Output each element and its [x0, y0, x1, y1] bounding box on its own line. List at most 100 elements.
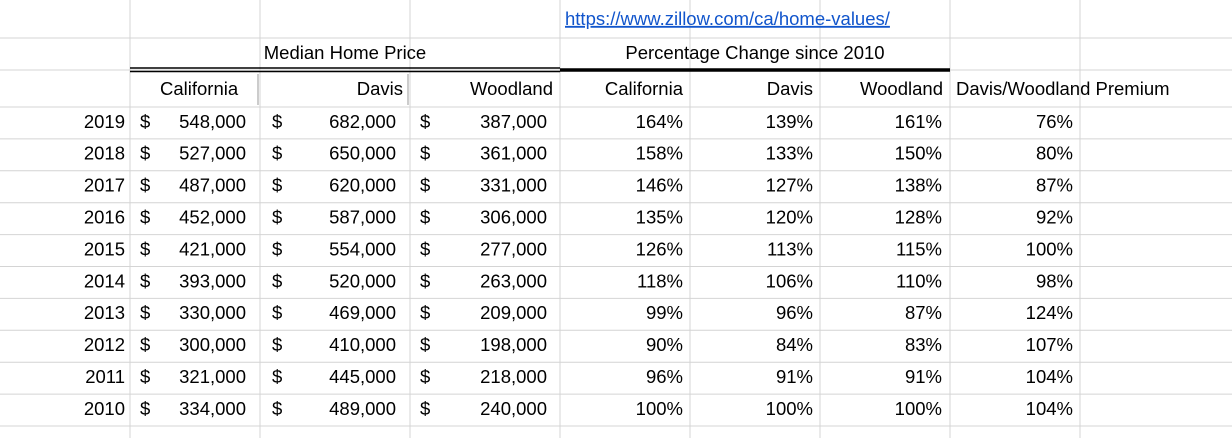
price-cell: 209,000	[480, 302, 547, 323]
percent-cell: 83%	[905, 334, 942, 355]
percent-cell: 150%	[895, 143, 942, 164]
price-cell: 587,000	[329, 207, 396, 228]
source-link[interactable]: https://www.zillow.com/ca/home-values/	[565, 8, 891, 29]
price-cell: 445,000	[329, 366, 396, 387]
percent-cell: 87%	[1036, 175, 1073, 196]
percent-cell: 110%	[896, 270, 942, 291]
percent-cell: 138%	[895, 175, 942, 196]
price-cell: 306,000	[480, 207, 547, 228]
currency-symbol: $	[420, 270, 430, 291]
percent-cell: 87%	[905, 302, 942, 323]
price-cell: 263,000	[480, 270, 547, 291]
column-header: California	[160, 78, 239, 99]
percent-cell: 100%	[766, 398, 813, 419]
price-cell: 554,000	[329, 238, 396, 259]
currency-symbol: $	[140, 334, 150, 355]
percent-cell: 135%	[636, 207, 683, 228]
percent-cell: 91%	[905, 366, 942, 387]
currency-symbol: $	[272, 238, 282, 259]
price-cell: 277,000	[480, 238, 547, 259]
currency-symbol: $	[272, 366, 282, 387]
percent-cell: 124%	[1026, 302, 1073, 323]
column-header: Woodland	[860, 78, 943, 99]
column-header: California	[605, 78, 684, 99]
price-cell: 650,000	[329, 143, 396, 164]
price-cell: 469,000	[329, 302, 396, 323]
year-cell: 2017	[84, 175, 125, 196]
percent-cell: 99%	[646, 302, 683, 323]
percent-cell: 113%	[767, 238, 813, 259]
price-cell: 520,000	[329, 270, 396, 291]
price-cell: 218,000	[480, 366, 547, 387]
year-cell: 2016	[84, 207, 125, 228]
percent-cell: 80%	[1036, 143, 1073, 164]
currency-symbol: $	[140, 270, 150, 291]
percent-cell: 126%	[636, 238, 683, 259]
percent-cell: 96%	[646, 366, 683, 387]
currency-symbol: $	[272, 270, 282, 291]
currency-symbol: $	[420, 334, 430, 355]
percent-cell: 76%	[1036, 111, 1073, 132]
percent-cell: 107%	[1026, 334, 1073, 355]
currency-symbol: $	[140, 207, 150, 228]
percent-cell: 98%	[1036, 270, 1073, 291]
column-header: Davis	[767, 78, 813, 99]
price-cell: 489,000	[329, 398, 396, 419]
price-cell: 387,000	[480, 111, 547, 132]
currency-symbol: $	[140, 143, 150, 164]
price-cell: 240,000	[480, 398, 547, 419]
currency-symbol: $	[420, 143, 430, 164]
percent-cell: 104%	[1026, 366, 1073, 387]
price-cell: 548,000	[179, 111, 246, 132]
percent-cell: 120%	[766, 207, 813, 228]
percent-cell: 115%	[896, 238, 942, 259]
year-cell: 2015	[84, 238, 125, 259]
year-cell: 2013	[84, 302, 125, 323]
percent-cell: 92%	[1036, 207, 1073, 228]
percent-cell: 96%	[776, 302, 813, 323]
currency-symbol: $	[420, 111, 430, 132]
price-cell: 682,000	[329, 111, 396, 132]
percent-cell: 91%	[776, 366, 813, 387]
percent-cell: 128%	[895, 207, 942, 228]
price-cell: 321,000	[179, 366, 246, 387]
percent-cell: 146%	[636, 175, 683, 196]
price-cell: 421,000	[179, 238, 246, 259]
group-header: Percentage Change since 2010	[625, 42, 884, 63]
percent-cell: 90%	[646, 334, 683, 355]
column-header: Davis/Woodland Premium	[956, 78, 1170, 99]
currency-symbol: $	[272, 111, 282, 132]
price-cell: 334,000	[179, 398, 246, 419]
price-cell: 527,000	[179, 143, 246, 164]
percent-cell: 100%	[1026, 238, 1073, 259]
price-cell: 361,000	[480, 143, 547, 164]
year-cell: 2011	[85, 366, 125, 387]
year-cell: 2019	[84, 111, 125, 132]
price-cell: 620,000	[329, 175, 396, 196]
currency-symbol: $	[272, 175, 282, 196]
column-header: Davis	[357, 78, 403, 99]
percent-cell: 106%	[766, 270, 813, 291]
currency-symbol: $	[420, 175, 430, 196]
year-cell: 2014	[84, 270, 125, 291]
currency-symbol: $	[140, 366, 150, 387]
percent-cell: 118%	[637, 270, 683, 291]
currency-symbol: $	[420, 366, 430, 387]
percent-cell: 133%	[766, 143, 813, 164]
percent-cell: 158%	[636, 143, 683, 164]
currency-symbol: $	[272, 143, 282, 164]
percent-cell: 100%	[636, 398, 683, 419]
price-cell: 393,000	[179, 270, 246, 291]
percent-cell: 84%	[776, 334, 813, 355]
group-header: Median Home Price	[264, 42, 426, 63]
price-cell: 487,000	[179, 175, 246, 196]
currency-symbol: $	[140, 398, 150, 419]
currency-symbol: $	[140, 111, 150, 132]
currency-symbol: $	[420, 302, 430, 323]
price-cell: 452,000	[179, 207, 246, 228]
percent-cell: 164%	[636, 111, 683, 132]
price-cell: 410,000	[329, 334, 396, 355]
year-cell: 2010	[84, 398, 125, 419]
